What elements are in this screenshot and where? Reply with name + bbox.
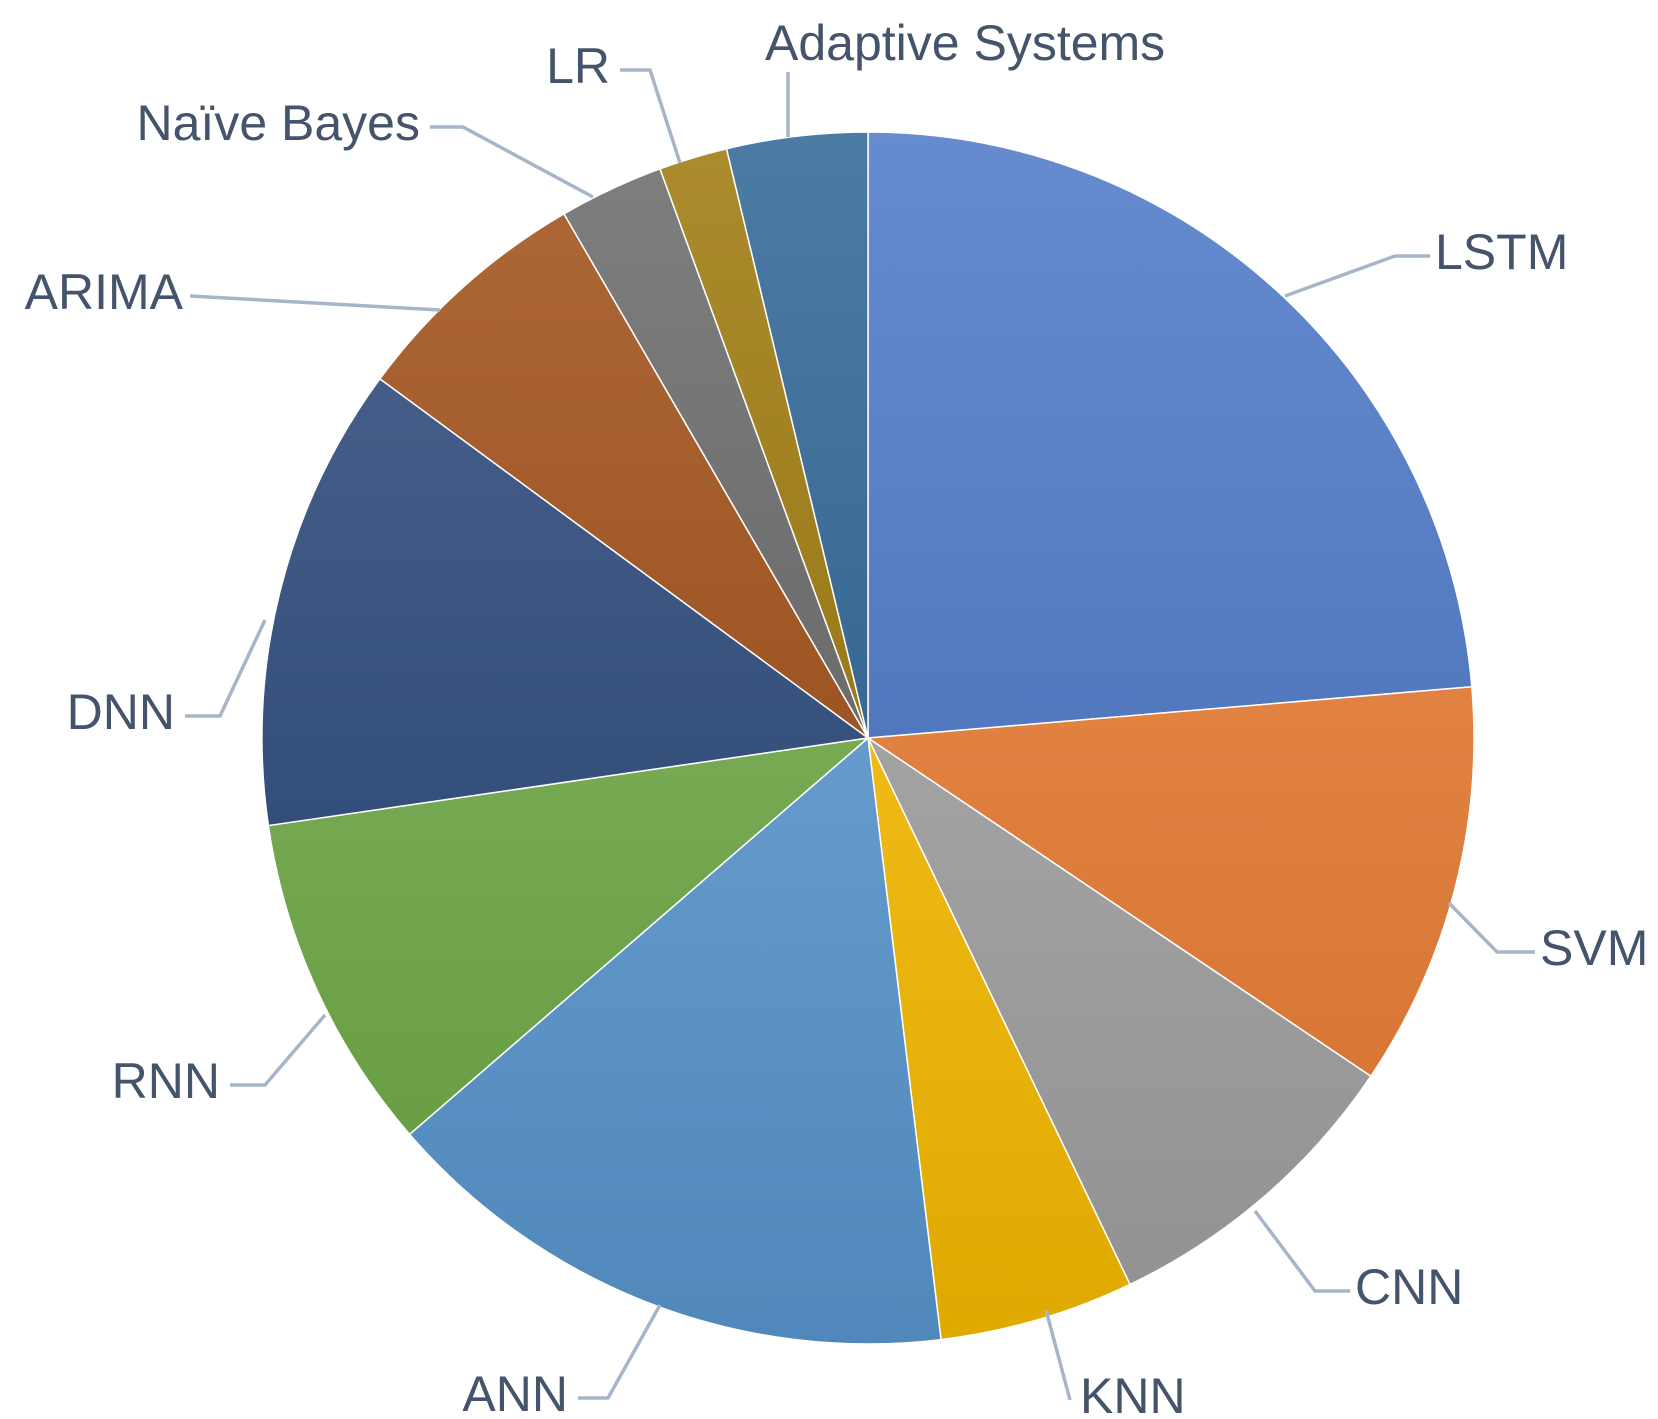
pie-slice-knn	[867, 737, 1131, 1341]
pie-slice-ann	[408, 736, 942, 1345]
leader-line-lr	[620, 68, 682, 164]
leader-line-naive-bayes	[430, 125, 594, 199]
leader-line-cnn	[1253, 1209, 1350, 1293]
pie-slices	[261, 131, 1475, 1345]
slice-label-ann: ANN	[462, 1366, 568, 1419]
leader-line-rnn	[230, 1013, 327, 1087]
slice-label-arima: ARIMA	[25, 264, 184, 320]
pie-slice-adaptive-systems	[725, 131, 869, 739]
slice-labels: LSTM SVM CNN KNN ANN RNN DNN ARIMA Naïve Bayes LR…	[25, 15, 1649, 1419]
pie-slice-dnn	[261, 377, 870, 827]
pie-slice-svm	[865, 685, 1475, 1078]
pie-slice-lstm	[867, 131, 1473, 739]
slice-label-adaptive-systems: Adaptive Systems	[765, 15, 1165, 71]
pie-slice-rnn	[267, 736, 871, 1136]
slice-label-lstm: LSTM	[1435, 224, 1568, 280]
slice-label-lr: LR	[546, 38, 610, 94]
slice-label-knn: KNN	[1080, 1368, 1186, 1419]
leader-lines	[185, 68, 1535, 1401]
slice-label-cnn: CNN	[1355, 1259, 1463, 1315]
pie-slice-arima	[378, 212, 869, 739]
leader-line-lstm	[1284, 254, 1430, 298]
leader-line-ann	[578, 1304, 662, 1400]
slice-label-rnn: RNN	[112, 1053, 220, 1109]
leader-line-svm	[1447, 901, 1535, 954]
slice-label-svm: SVM	[1540, 920, 1648, 976]
pie-slice-cnn	[866, 735, 1372, 1286]
leader-line-arima	[189, 294, 441, 312]
slice-label-dnn: DNN	[67, 684, 175, 740]
leader-line-knn	[1044, 1309, 1072, 1401]
slice-label-naive-bayes: Naïve Bayes	[137, 95, 420, 151]
leader-line-dnn	[185, 619, 267, 718]
